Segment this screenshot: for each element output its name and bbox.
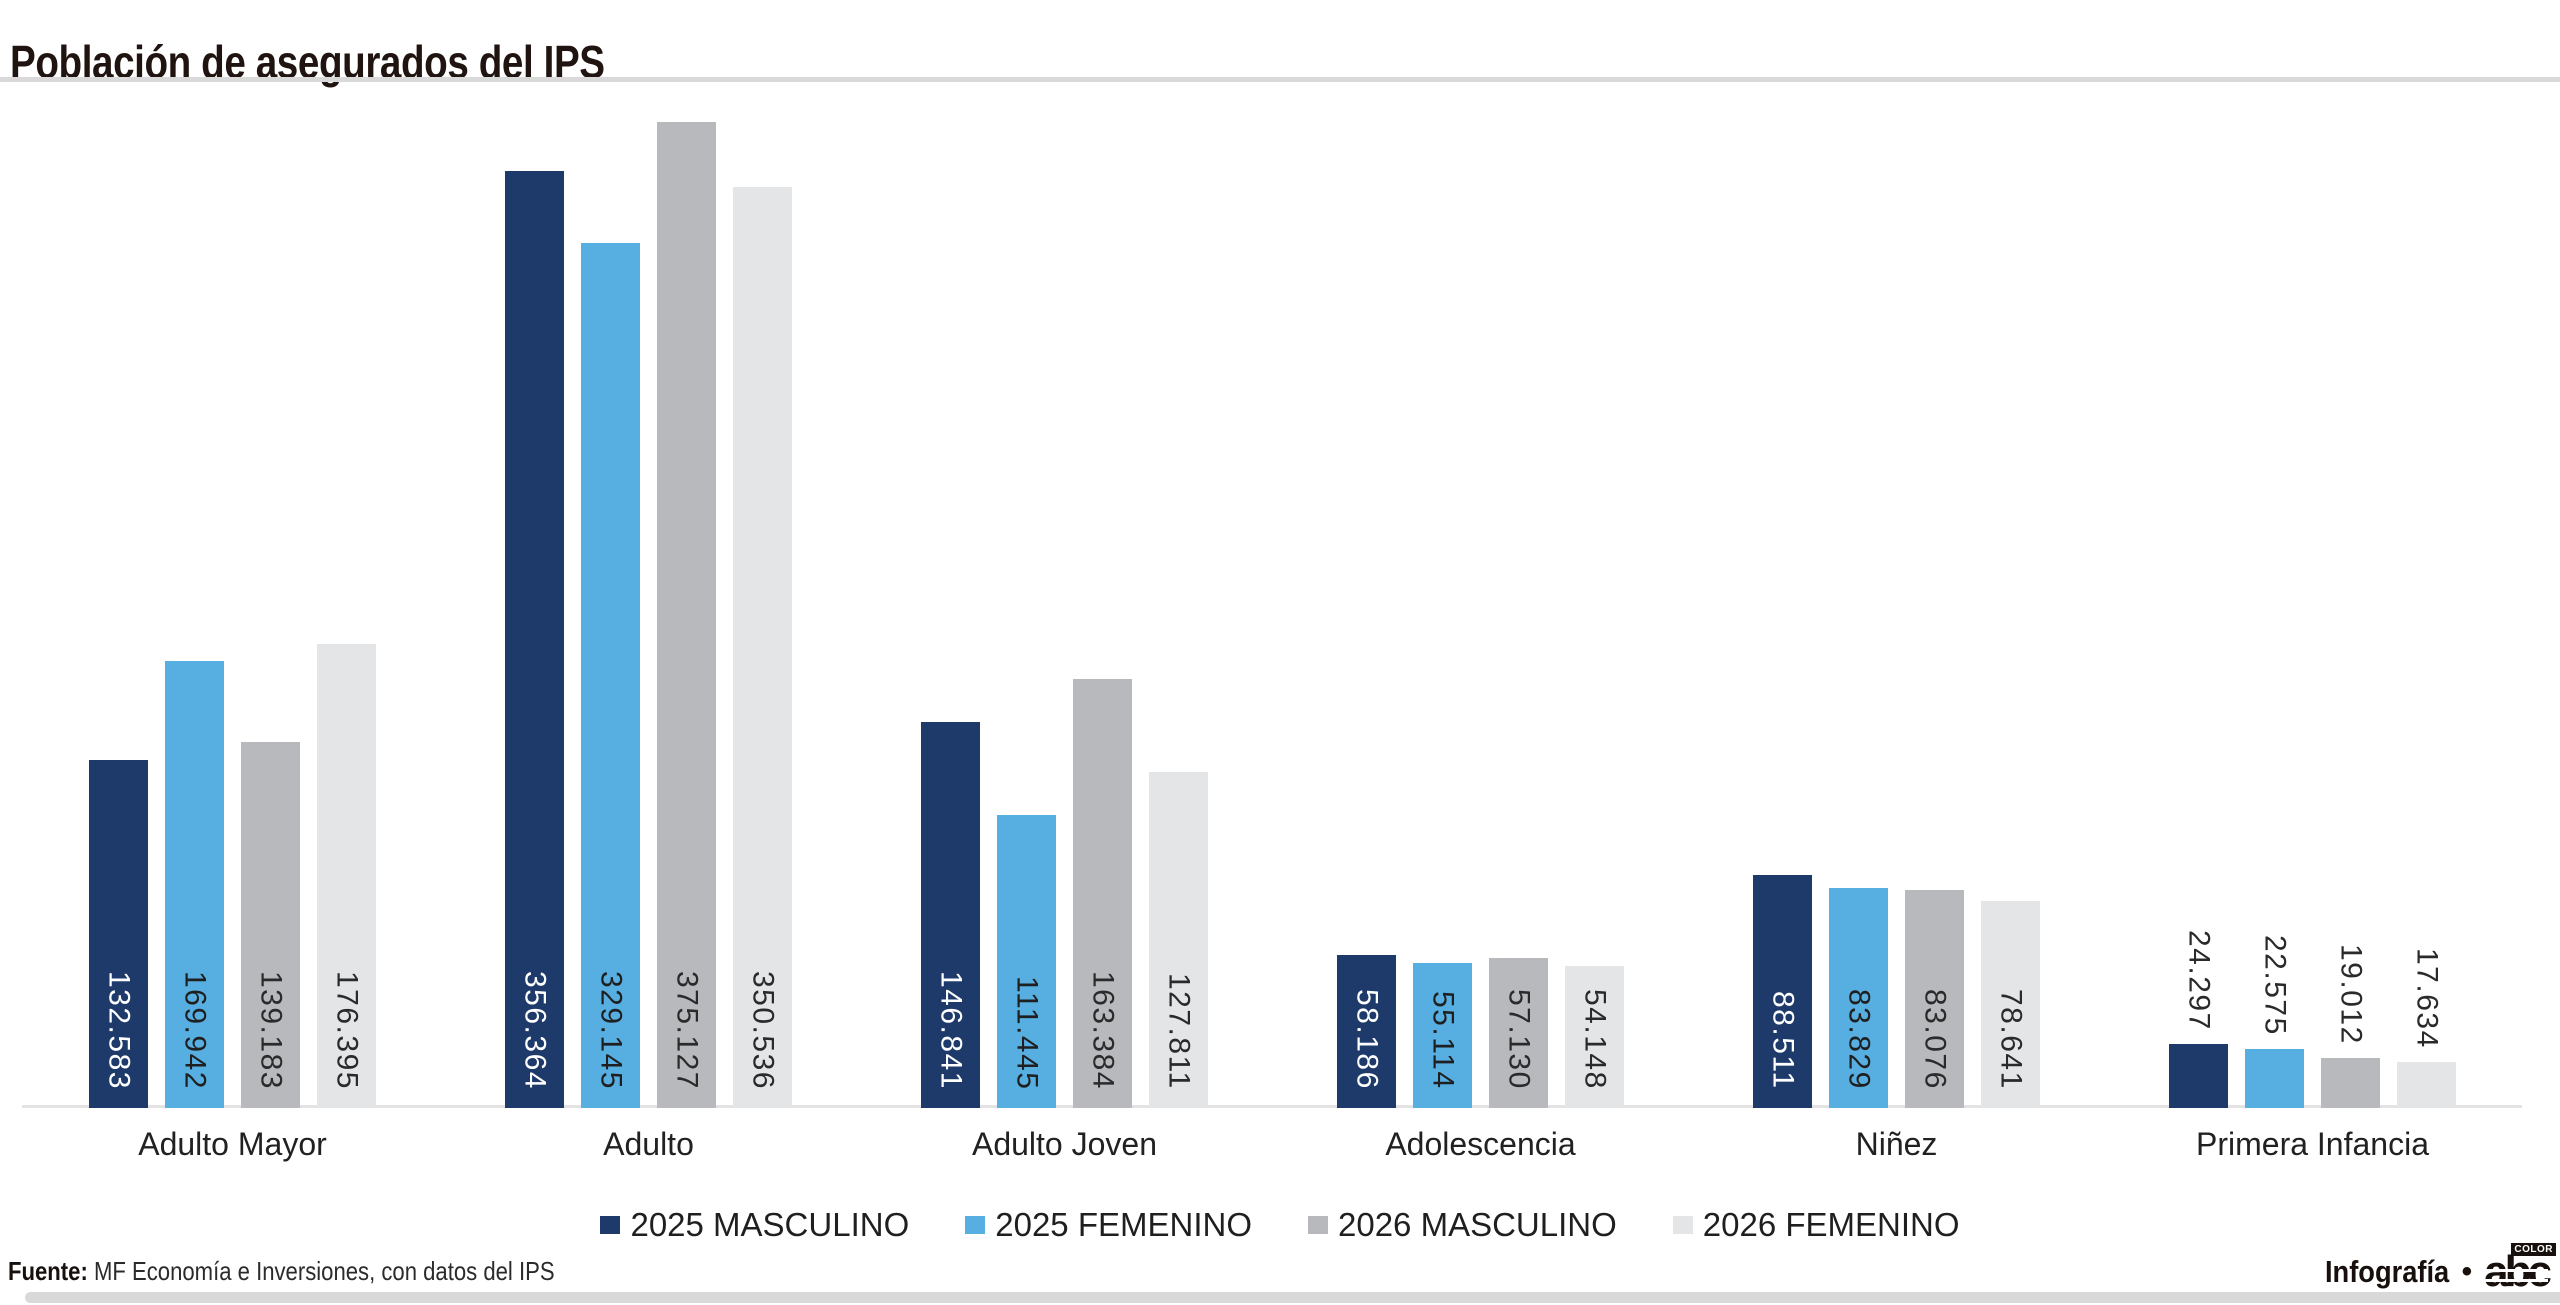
bar: 78.641	[1981, 901, 2040, 1108]
category-label: Adolescencia	[1385, 1126, 1576, 1162]
bar-chart-plot-area: 132.583 169.942 139.183 176.395 356.364 329.1…	[22, 122, 2522, 1108]
bar-value-label: 146.841	[934, 971, 968, 1090]
bar-value-label: 111.445	[1010, 975, 1044, 1091]
bar-value-label: 24.297	[2182, 930, 2216, 1031]
legend-label: 2026 FEMENINO	[1702, 1206, 1960, 1243]
bar: 83.829	[1829, 888, 1888, 1108]
abc-color-logo: abc COLOR	[2484, 1243, 2556, 1294]
chart-legend: 2025 MASCULINO 2025 FEMENINO 2026 MASCULIN…	[0, 1206, 2560, 1244]
legend-swatch	[1308, 1216, 1328, 1234]
bar-value-label: 58.186	[1350, 989, 1384, 1090]
bar-value-label: 78.641	[1994, 989, 2028, 1090]
bar: 57.130	[1489, 958, 1548, 1108]
bar-value-label: 127.811	[1162, 973, 1196, 1090]
horizontal-scrollbar[interactable]	[25, 1292, 2560, 1303]
bar-value-label: 19.012	[2334, 944, 2368, 1045]
category-label: Adulto Joven	[971, 1126, 1158, 1162]
bar: 329.145	[581, 243, 640, 1108]
bar: 88.511	[1753, 875, 1812, 1108]
bar-value-label: 356.364	[518, 971, 552, 1090]
bar: 54.148	[1565, 966, 1624, 1108]
category-label: Adulto Mayor	[138, 1126, 327, 1162]
bar-value-label: 17.634	[2410, 948, 2444, 1049]
abc-logo-text: abc	[2484, 1247, 2552, 1296]
category-label: Niñez	[1855, 1126, 1938, 1162]
bar: 375.127	[657, 122, 716, 1108]
bar: 127.811	[1149, 772, 1208, 1108]
bar: 24.297	[2169, 930, 2228, 1108]
bar-value-label: 83.076	[1918, 989, 1952, 1090]
bar-value-label: 57.130	[1502, 989, 1536, 1090]
source-label: Fuente:	[8, 1256, 88, 1286]
bar: 83.076	[1905, 890, 1964, 1108]
bar-value-label: 88.511	[1766, 991, 1800, 1090]
bar: 17.634	[2397, 948, 2456, 1108]
bar: 22.575	[2245, 935, 2304, 1108]
bar-value-label: 329.145	[594, 971, 628, 1090]
bar: 169.942	[165, 661, 224, 1108]
credit-bullet: •	[2461, 1255, 2473, 1288]
legend-label: 2025 FEMENINO	[995, 1206, 1252, 1243]
bar: 58.186	[1337, 955, 1396, 1108]
bar-value-label: 22.575	[2258, 935, 2292, 1036]
bar-value-label: 350.536	[746, 971, 780, 1090]
legend-swatch	[965, 1216, 986, 1234]
bar-value-label: 83.829	[1842, 989, 1876, 1090]
source-text: MF Economía e Inversiones, con datos del…	[87, 1256, 555, 1286]
bar: 146.841	[921, 722, 980, 1108]
legend-swatch	[600, 1216, 621, 1234]
bar-value-label: 139.183	[254, 971, 288, 1090]
bar-value-label: 176.395	[330, 971, 364, 1090]
category-label: Primera Infancia	[2196, 1126, 2429, 1162]
bar: 132.583	[89, 760, 148, 1108]
bar: 176.395	[317, 644, 376, 1108]
bar-value-label: 55.114	[1426, 991, 1460, 1090]
legend-item: 2026 MASCULINO	[1308, 1206, 1617, 1244]
legend-label: 2025 MASCULINO	[630, 1206, 910, 1243]
bar: 350.536	[733, 187, 792, 1108]
abc-logo-color-tag: COLOR	[2511, 1243, 2556, 1256]
bar: 55.114	[1413, 963, 1472, 1108]
bar: 163.384	[1073, 679, 1132, 1108]
bar-value-label: 132.583	[102, 971, 136, 1090]
credit-label: Infografía	[2325, 1254, 2450, 1289]
bar: 19.012	[2321, 944, 2380, 1108]
credit-block: Infografía • abc COLOR	[2308, 1243, 2556, 1294]
bar-value-label: 54.148	[1578, 989, 1612, 1090]
legend-label: 2026 MASCULINO	[1338, 1206, 1617, 1243]
legend-item: 2026 FEMENINO	[1672, 1206, 1960, 1244]
bar: 139.183	[241, 742, 300, 1108]
title-divider	[0, 77, 2560, 82]
source-note: Fuente: MF Economía e Inversiones, con d…	[8, 1256, 555, 1287]
bar-value-label: 169.942	[178, 971, 212, 1090]
category-label: Adulto	[603, 1126, 694, 1162]
legend-item: 2025 FEMENINO	[965, 1206, 1252, 1244]
x-axis-line	[22, 1105, 2522, 1108]
bar: 111.445	[997, 815, 1056, 1108]
legend-swatch	[1672, 1216, 1693, 1234]
bar: 356.364	[505, 171, 564, 1108]
legend-item: 2025 MASCULINO	[600, 1206, 909, 1244]
bar-value-label: 375.127	[670, 971, 704, 1090]
bar-value-label: 163.384	[1086, 971, 1120, 1090]
